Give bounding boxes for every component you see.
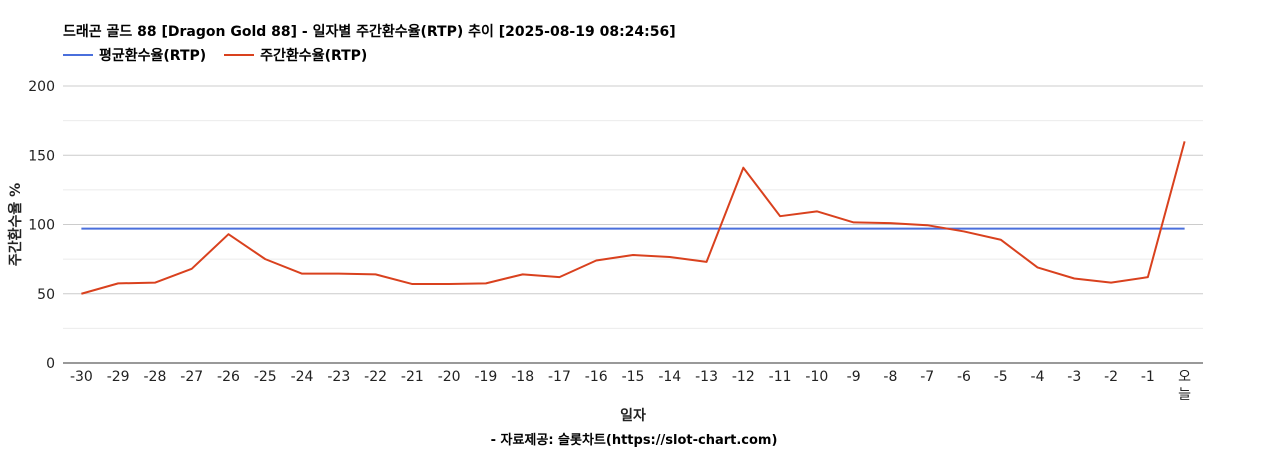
x-tick-label: -20: [438, 369, 461, 385]
legend-item-weekly[interactable]: 주간환수율(RTP): [224, 45, 367, 65]
x-tick-label: -13: [695, 369, 718, 385]
y-axis-title: 주간환수율 %: [7, 183, 24, 266]
x-tick-label: -25: [254, 369, 277, 385]
x-axis-title: 일자: [620, 408, 646, 424]
x-tick-label: -18: [511, 369, 534, 385]
x-tick-label: -28: [143, 369, 166, 385]
legend-label-average: 평균환수율(RTP): [99, 48, 207, 64]
x-tick-label: -26: [217, 369, 240, 385]
x-tick-label: -21: [401, 369, 424, 385]
x-tick-label: -23: [327, 369, 350, 385]
x-tick-label: -19: [474, 369, 497, 385]
source-note: - 자료제공: 슬롯차트(https://slot-chart.com): [490, 433, 778, 448]
y-tick-label: 100: [28, 218, 55, 234]
x-tick-label: -5: [994, 369, 1008, 385]
x-tick-label: -29: [107, 369, 130, 385]
x-tick-label: -15: [622, 369, 645, 385]
x-tick-label: -9: [847, 369, 861, 385]
x-tick-label: -27: [180, 369, 203, 385]
x-tick-label: -16: [585, 369, 608, 385]
legend-swatch-weekly: [224, 54, 255, 56]
x-tick-label: -11: [769, 369, 792, 385]
x-tick-label: -6: [957, 369, 971, 385]
y-tick-label: 0: [46, 356, 55, 372]
chart-title: 드래곤 골드 88 [Dragon Gold 88] - 일자별 주간환수율(R…: [63, 24, 676, 40]
y-tick-label: 200: [28, 79, 55, 95]
x-tick-label: -8: [883, 369, 897, 385]
x-tick-label: -12: [732, 369, 755, 385]
legend: 평균환수율(RTP) 주간환수율(RTP): [63, 45, 385, 65]
x-tick-label: -2: [1104, 369, 1118, 385]
x-tick-label: -24: [291, 369, 314, 385]
legend-label-weekly: 주간환수율(RTP): [260, 48, 368, 64]
x-tick-label: -4: [1031, 369, 1045, 385]
x-tick-label: -30: [70, 369, 93, 385]
x-tick-label: -22: [364, 369, 387, 385]
x-tick-label: -7: [920, 369, 934, 385]
x-tick-label: -10: [805, 369, 828, 385]
x-tick-label: -14: [658, 369, 681, 385]
x-tick-label: -3: [1067, 369, 1081, 385]
series-line-1: [81, 141, 1186, 295]
x-tick-label: -1: [1141, 369, 1155, 385]
legend-item-average[interactable]: 평균환수율(RTP): [63, 45, 206, 65]
y-tick-label: 50: [37, 287, 55, 303]
x-tick-label: -17: [548, 369, 571, 385]
y-tick-label: 150: [28, 148, 55, 164]
legend-swatch-average: [63, 54, 93, 56]
